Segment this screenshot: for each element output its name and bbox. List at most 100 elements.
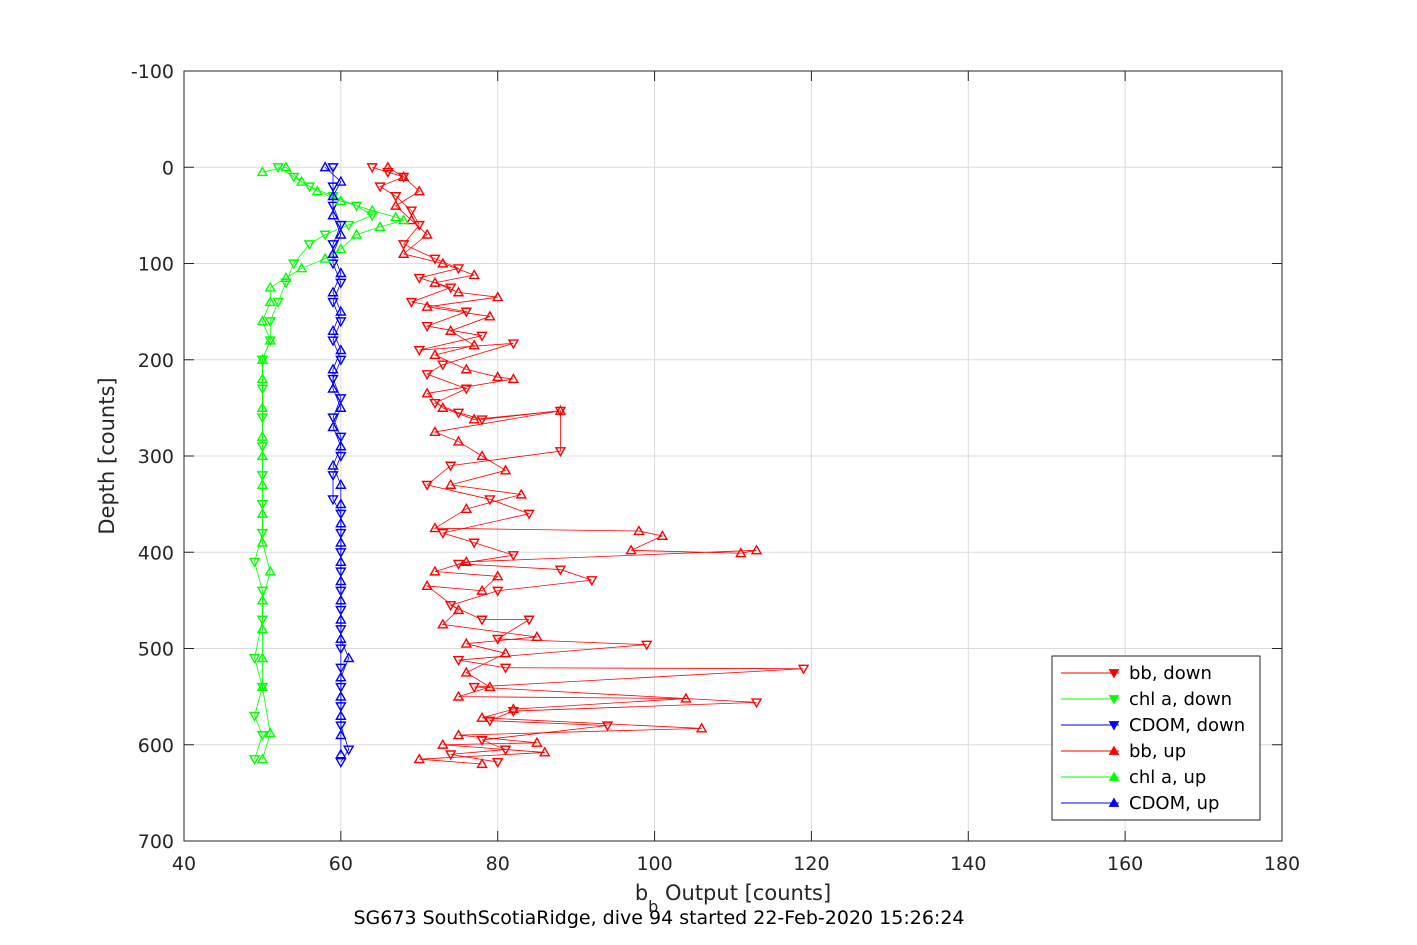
data-point [554,565,567,576]
data-point [335,644,347,655]
data-point [397,214,410,225]
data-point [484,310,496,321]
ticks [183,70,1283,842]
data-point [264,281,276,292]
y-tick-label: 500 [138,639,174,661]
y-tick-label: 200 [138,350,174,372]
data-point [750,544,763,555]
data-point [437,360,449,371]
data-point [460,666,473,677]
data-point [335,632,347,643]
legend-label: chl a, down [1129,689,1232,710]
data-point [272,163,284,174]
series-line [387,166,757,765]
legend: bb, down chl a, down CDOM, down bb, up chl a… [1051,655,1261,821]
data-point [256,166,269,177]
data-point [523,509,535,520]
data-point [499,663,512,674]
data-point [476,331,488,342]
data-point [256,450,269,461]
data-point [335,432,347,443]
series-bb-up [382,161,763,769]
data-point [335,355,347,366]
data-point [382,161,394,172]
data-point [248,557,261,568]
data-point [492,634,504,645]
data-point [656,529,669,540]
data-point [460,637,473,648]
data-point [327,324,339,335]
x-tick-label: 40 [172,853,196,875]
data-point [264,727,276,738]
data-point [256,373,269,384]
data-point [256,731,269,742]
legend-label: CDOM, up [1129,793,1219,814]
x-tick-label: 120 [793,853,829,875]
data-point [523,615,535,626]
caption: SG673 SouthScotiaRidge, dive 94 started … [353,907,964,929]
data-point [507,706,520,717]
data-point [507,551,520,562]
data-point [695,722,708,733]
data-point [507,339,520,350]
data-point [444,750,457,761]
data-point [554,404,567,415]
data-point [444,461,457,472]
legend-label: chl a, up [1129,767,1206,788]
data-point [452,690,465,701]
data-point [335,536,347,547]
data-point [460,503,473,514]
data-point [452,286,465,297]
data-point [335,613,347,624]
data-point [468,269,480,280]
data-point [735,547,747,558]
data-point [476,415,488,426]
data-point [437,401,449,412]
data-point [499,464,512,475]
data-point [335,305,347,316]
data-point [280,272,292,283]
data-point [335,555,347,566]
series-bb-down [366,163,810,768]
data-point [335,594,347,605]
data-point [750,698,763,709]
data-point [476,584,488,595]
data-point [256,594,269,605]
data-point [327,495,339,506]
data-point [327,421,339,432]
data-point [468,682,480,693]
data-point [492,570,504,581]
data-point [429,426,441,437]
data-point [248,755,261,766]
data-point [476,711,488,722]
y-tick-label: 100 [138,254,174,276]
data-point [335,709,347,720]
legend-label: CDOM, down [1129,715,1245,736]
data-point [397,247,410,258]
data-point [601,721,614,732]
data-point [405,214,418,225]
data-point [256,353,269,364]
legend-marker [1108,695,1120,705]
data-point [437,738,449,749]
y-axis-label: Depth [counts] [95,377,119,534]
data-point [397,240,410,251]
data-point [342,652,355,663]
data-point [256,753,269,764]
data-point [335,440,347,451]
data-point [335,175,347,186]
legend-marker [1108,669,1120,679]
data-point [374,221,386,231]
data-point [335,690,347,701]
tick-labels: 40 60 80 100 120 140 160 180 -100 0 100 200 300 400 50… [131,61,1300,875]
data-point [421,321,433,332]
grid [184,71,1282,841]
data-point [429,349,441,360]
data-point [468,413,480,424]
data-point [335,517,347,528]
data-point [335,663,347,674]
data-point [335,220,347,231]
data-point [327,471,339,482]
data-point [531,631,543,642]
legend-label: bb, down [1129,663,1212,684]
